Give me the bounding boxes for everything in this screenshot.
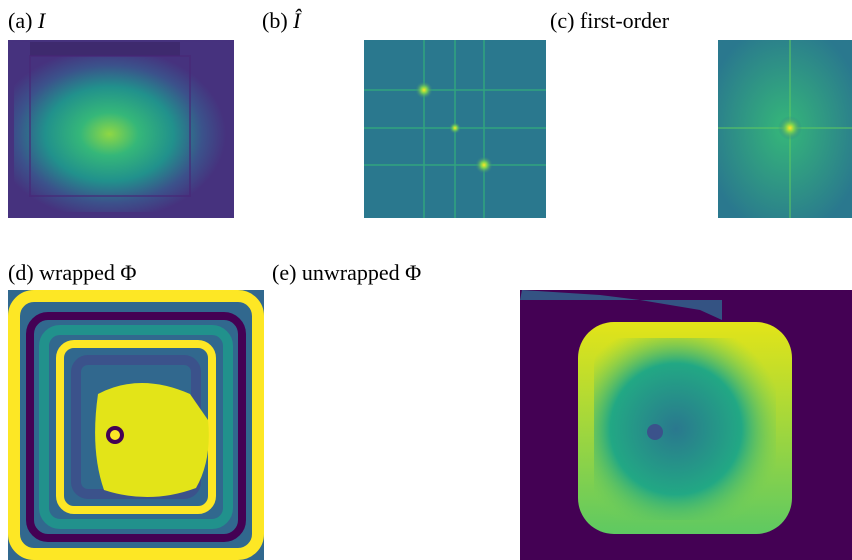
- panel-label: (b) Î: [262, 8, 302, 33]
- image-a: [8, 40, 234, 218]
- label-part: unwrapped Φ: [302, 260, 421, 285]
- label-part: (a): [8, 8, 32, 33]
- image-e: [520, 290, 852, 560]
- label-part: I: [37, 8, 47, 33]
- label-part: first-order: [580, 8, 670, 33]
- label-part: (b): [262, 8, 288, 33]
- page: (a) I (b) Î (c) first-order (d) wrapped …: [0, 0, 852, 560]
- image-b: [364, 40, 546, 218]
- panel-label: (e) unwrapped Φ: [272, 260, 421, 285]
- image-c: [718, 40, 852, 218]
- label-part: (e): [272, 260, 296, 285]
- label-part: wrapped Φ: [39, 260, 136, 285]
- label-part: Î: [292, 8, 302, 33]
- image-d: [8, 290, 264, 560]
- panel-label: (d) wrapped Φ: [8, 260, 136, 285]
- label-part: (c): [550, 8, 574, 33]
- panel-label: (c) first-order: [550, 8, 670, 33]
- panel-label: (a) I: [8, 8, 47, 33]
- label-part: (d): [8, 260, 34, 285]
- figure: (a) I (b) Î (c) first-order (d) wrapped …: [0, 0, 852, 560]
